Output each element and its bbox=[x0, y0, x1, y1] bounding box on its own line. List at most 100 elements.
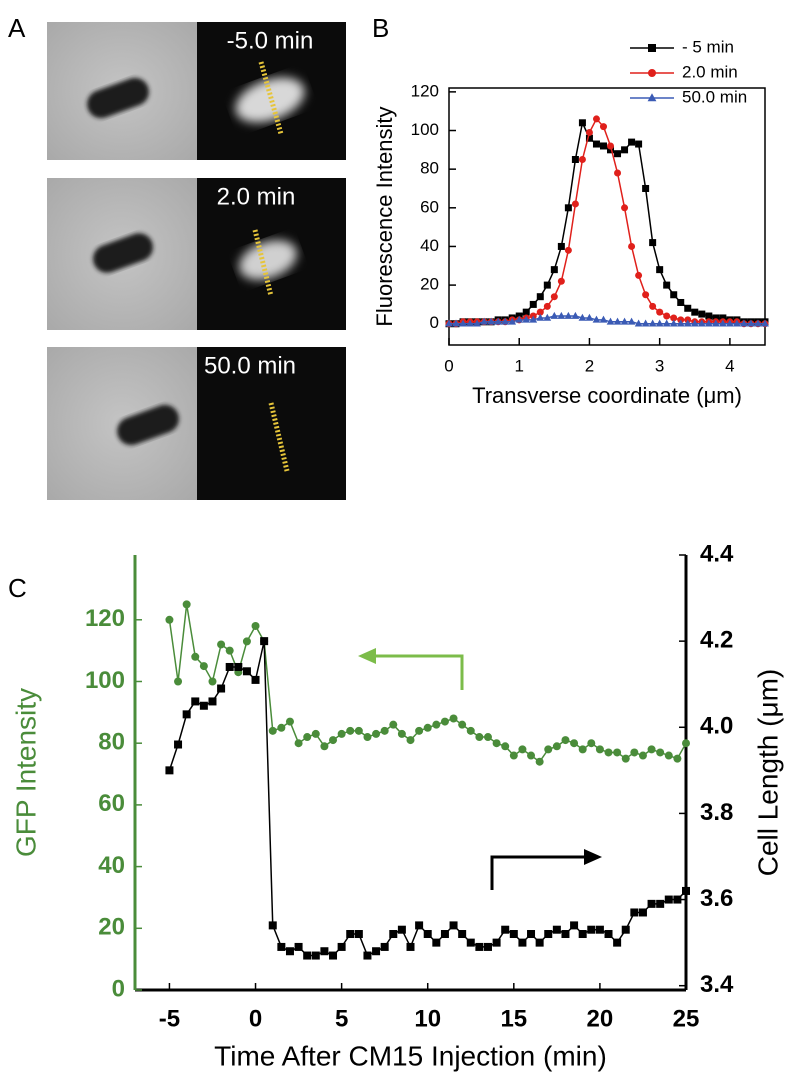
x-tick-label: 10 bbox=[414, 1005, 441, 1032]
cell-rod bbox=[117, 404, 179, 446]
data-point bbox=[536, 313, 545, 321]
data-point bbox=[225, 646, 234, 655]
data-point bbox=[592, 115, 600, 123]
y-tick-label: 40 bbox=[98, 852, 125, 879]
data-point bbox=[165, 766, 174, 775]
data-point bbox=[535, 757, 544, 766]
data-point bbox=[550, 266, 558, 274]
y-tick-label: 120 bbox=[411, 81, 439, 100]
data-point bbox=[529, 300, 537, 308]
data-point bbox=[346, 726, 355, 735]
y-tick-label: 120 bbox=[85, 605, 125, 632]
data-point bbox=[690, 319, 699, 327]
x-axis-label: Transverse coordinate (μm) bbox=[472, 383, 742, 408]
data-point bbox=[251, 621, 260, 630]
y-tick-label: 60 bbox=[98, 790, 125, 817]
data-point bbox=[501, 742, 510, 751]
data-point bbox=[719, 314, 727, 322]
data-point bbox=[705, 312, 713, 320]
data-point bbox=[561, 736, 570, 745]
data-point bbox=[329, 951, 338, 960]
data-point bbox=[182, 600, 191, 609]
data-point bbox=[303, 951, 312, 960]
data-point bbox=[635, 271, 643, 279]
data-point bbox=[320, 742, 329, 751]
time-label: 2.0 min bbox=[217, 183, 296, 210]
data-point bbox=[363, 733, 372, 742]
x-tick-label: 0 bbox=[249, 1005, 262, 1032]
data-point bbox=[423, 930, 432, 939]
data-point bbox=[557, 277, 565, 285]
data-point bbox=[544, 930, 553, 939]
legend-marker bbox=[648, 44, 656, 52]
data-point bbox=[191, 697, 200, 706]
data-point bbox=[459, 319, 467, 327]
x-tick-label: 2 bbox=[585, 356, 594, 375]
data-point bbox=[676, 319, 685, 327]
data-point bbox=[337, 942, 346, 951]
data-point bbox=[480, 317, 488, 325]
data-point bbox=[585, 128, 593, 136]
data-point bbox=[656, 266, 664, 274]
x-tick-label: 0 bbox=[444, 356, 453, 375]
data-point bbox=[726, 319, 734, 327]
data-point bbox=[578, 930, 587, 939]
data-point bbox=[277, 723, 286, 732]
plot-frame bbox=[448, 87, 766, 346]
data-point bbox=[260, 637, 269, 646]
data-point bbox=[669, 319, 678, 327]
data-point bbox=[604, 930, 613, 939]
data-point bbox=[508, 317, 517, 325]
data-point bbox=[592, 315, 601, 323]
data-point bbox=[621, 754, 630, 763]
x-tick-label: 4 bbox=[725, 356, 734, 375]
data-point bbox=[406, 736, 415, 745]
data-point bbox=[389, 930, 398, 939]
data-point bbox=[649, 239, 657, 247]
x-tick-label: 3 bbox=[655, 356, 664, 375]
data-point bbox=[655, 319, 664, 327]
legend-label: 2.0 min bbox=[682, 62, 738, 81]
data-point bbox=[432, 938, 441, 947]
data-point bbox=[535, 938, 544, 947]
data-point bbox=[354, 726, 363, 735]
data-point bbox=[670, 314, 678, 322]
y-tick-label: 40 bbox=[420, 236, 439, 255]
x-tick-label: -5 bbox=[159, 1005, 180, 1032]
data-point bbox=[217, 640, 226, 649]
legend-marker bbox=[647, 93, 657, 102]
data-point bbox=[445, 319, 453, 327]
data-point bbox=[242, 667, 251, 676]
data-point bbox=[587, 739, 596, 748]
data-point bbox=[606, 317, 615, 325]
data-point bbox=[621, 204, 629, 212]
fluorescent-cell bbox=[239, 240, 297, 280]
data-point bbox=[458, 720, 467, 729]
data-point bbox=[656, 748, 665, 757]
data-point bbox=[621, 925, 630, 934]
data-point bbox=[337, 729, 346, 738]
data-point bbox=[712, 314, 720, 322]
data-point bbox=[191, 652, 200, 661]
y2-tick-label: 4.2 bbox=[700, 626, 733, 653]
data-point bbox=[397, 925, 406, 934]
panel-label: A bbox=[8, 13, 26, 43]
y-tick-label: 60 bbox=[420, 197, 439, 216]
data-point bbox=[311, 951, 320, 960]
fluorescent-cell bbox=[235, 77, 305, 123]
data-point bbox=[268, 921, 277, 930]
data-point bbox=[684, 304, 692, 312]
data-point bbox=[449, 714, 458, 723]
legend-label: 50.0 min bbox=[682, 87, 747, 106]
y2-tick-label: 4.4 bbox=[700, 540, 734, 567]
data-point bbox=[536, 308, 544, 316]
data-point bbox=[372, 729, 381, 738]
y-tick-label: 20 bbox=[98, 914, 125, 941]
data-point bbox=[561, 930, 570, 939]
data-point bbox=[225, 662, 234, 671]
data-point bbox=[599, 315, 608, 323]
time-label: 50.0 min bbox=[204, 352, 296, 379]
data-point bbox=[174, 677, 183, 686]
data-point bbox=[620, 317, 629, 325]
data-point bbox=[571, 200, 579, 208]
